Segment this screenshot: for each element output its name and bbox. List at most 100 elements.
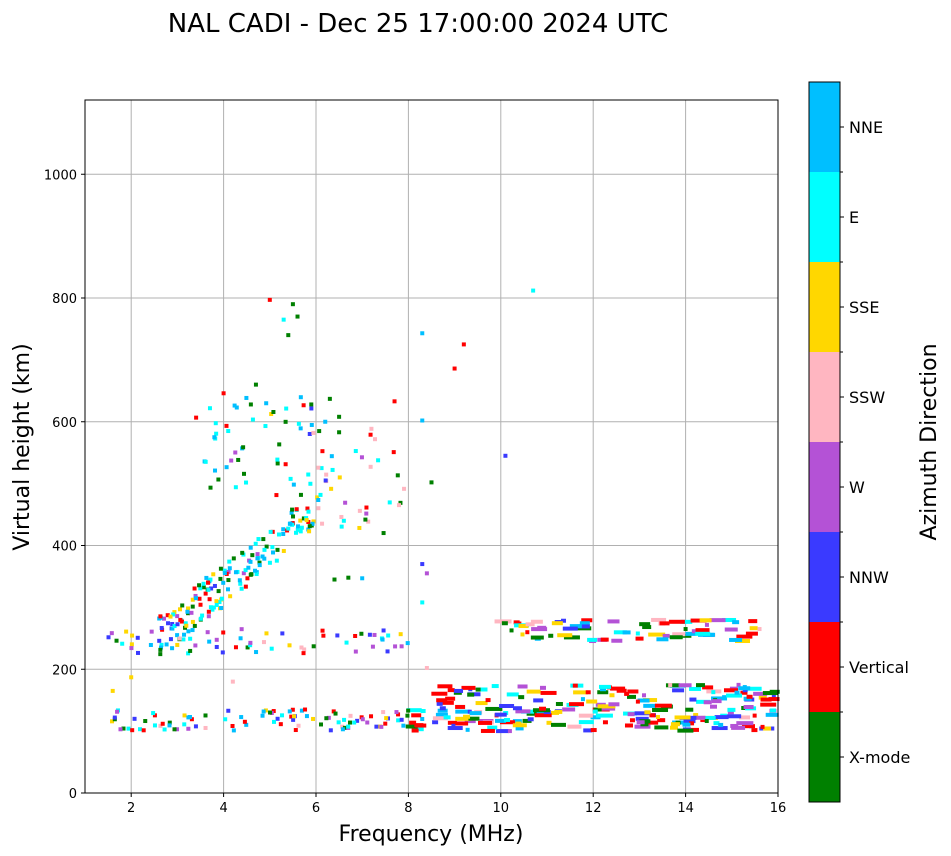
data-point <box>291 717 296 722</box>
data-point <box>600 637 609 642</box>
data-point <box>241 445 246 450</box>
data-point <box>236 457 241 462</box>
data-point <box>168 614 173 619</box>
data-point <box>320 628 325 633</box>
data-point <box>411 728 419 733</box>
data-point <box>515 726 524 731</box>
x-tick-label: 12 <box>585 801 602 816</box>
data-point <box>187 715 192 720</box>
data-point <box>254 572 259 577</box>
data-point <box>512 723 527 728</box>
data-point <box>182 713 187 718</box>
data-point <box>637 698 650 703</box>
data-point <box>106 635 111 640</box>
data-point <box>320 521 325 526</box>
data-point <box>432 716 448 721</box>
data-point <box>267 560 272 565</box>
data-point <box>572 683 578 688</box>
data-point <box>239 586 244 591</box>
data-point <box>447 688 455 693</box>
data-point <box>674 715 691 720</box>
data-point <box>373 437 378 442</box>
data-point <box>198 586 203 591</box>
data-point <box>162 616 167 621</box>
data-point <box>339 514 344 519</box>
data-point <box>206 587 211 592</box>
data-point <box>700 718 708 723</box>
data-point <box>216 589 221 594</box>
data-point <box>304 714 309 719</box>
data-point <box>581 618 593 623</box>
data-point <box>682 722 691 727</box>
data-point <box>533 698 544 703</box>
data-point <box>376 458 381 463</box>
data-point <box>190 597 195 602</box>
data-point <box>193 643 198 648</box>
data-point <box>359 631 364 636</box>
data-point <box>274 493 279 498</box>
colorbar-segment <box>809 712 840 802</box>
data-point <box>242 719 247 724</box>
data-point <box>445 696 456 701</box>
data-point <box>185 609 190 614</box>
data-point <box>452 366 457 371</box>
data-point <box>760 697 772 702</box>
x-tick-label: 16 <box>770 801 787 816</box>
data-point <box>649 713 656 718</box>
data-point <box>381 628 386 633</box>
data-point <box>170 626 175 631</box>
data-point <box>151 711 156 716</box>
data-point <box>190 628 195 633</box>
data-point <box>746 694 753 699</box>
data-points <box>106 288 780 734</box>
data-point <box>109 631 114 636</box>
data-point <box>394 710 399 715</box>
data-point <box>387 500 392 505</box>
data-point <box>246 565 251 570</box>
data-point <box>763 726 772 731</box>
data-point <box>248 640 253 645</box>
data-point <box>629 718 635 723</box>
data-point <box>221 391 226 396</box>
data-point <box>548 633 554 638</box>
data-point <box>110 719 115 724</box>
data-point <box>576 624 590 629</box>
data-point <box>296 524 301 529</box>
data-point <box>360 717 365 722</box>
data-point <box>485 706 503 711</box>
data-point <box>296 723 301 728</box>
data-point <box>177 607 182 612</box>
data-point <box>253 541 258 546</box>
data-point <box>366 519 371 524</box>
data-point <box>292 714 297 719</box>
data-point <box>329 454 334 459</box>
data-point <box>567 724 582 729</box>
data-point <box>245 576 250 581</box>
data-point <box>461 685 476 690</box>
data-point <box>768 697 780 702</box>
data-point <box>613 630 627 635</box>
data-point <box>218 566 223 571</box>
colorbar-segment <box>809 622 840 712</box>
data-point <box>335 633 340 638</box>
data-point <box>296 421 301 426</box>
data-point <box>654 725 669 730</box>
data-point <box>262 556 267 561</box>
data-point <box>227 559 232 564</box>
data-point <box>399 717 404 722</box>
data-point <box>183 621 188 626</box>
y-axis-label: Virtual height (km) <box>10 343 35 550</box>
data-point <box>231 556 236 561</box>
data-point <box>243 568 248 573</box>
data-point <box>337 414 342 419</box>
data-point <box>689 686 702 691</box>
data-point <box>214 431 219 436</box>
data-point <box>602 704 616 709</box>
data-point <box>368 432 373 437</box>
data-point <box>271 410 276 415</box>
colorbar: X-mode Vertical NNW W SSW SSE E NNE <box>808 81 910 803</box>
colorbar-segment <box>809 82 840 172</box>
data-point <box>132 716 137 721</box>
data-point <box>359 455 364 460</box>
data-point <box>578 713 593 718</box>
